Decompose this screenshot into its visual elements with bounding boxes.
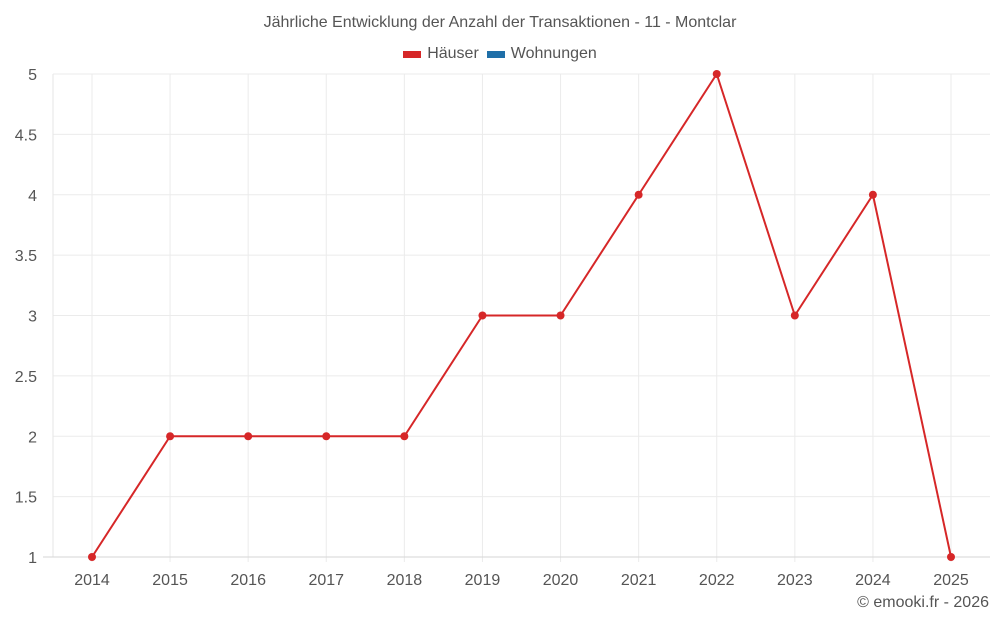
y-tick-label: 1.5: [15, 490, 37, 507]
data-point[interactable]: [166, 432, 175, 441]
x-tick-label: 2024: [855, 572, 891, 589]
x-tick-label: 2021: [621, 572, 657, 589]
legend-swatch-wohnungen: [486, 50, 505, 58]
y-tick-label: 2.5: [15, 369, 37, 386]
x-axis-ticks: 2014 2015 2016 2017 2018 2019 2020 2021 2022 2023…: [74, 572, 969, 589]
x-tick-label: 2022: [699, 572, 735, 589]
data-point[interactable]: [634, 190, 643, 199]
legend-label-haeuser: Häuser: [427, 45, 479, 62]
grid-lines: [53, 73, 990, 562]
credit-text: © emooki.fr - 2026: [857, 594, 989, 611]
axes: [43, 74, 990, 558]
y-tick-label: 3: [28, 309, 37, 326]
data-point[interactable]: [947, 553, 955, 561]
legend-item-haeuser[interactable]: Häuser: [403, 45, 479, 63]
y-axis-ticks: 1 1.5 2 2.5 3 3.5 4 4.5 5: [15, 67, 37, 567]
x-tick-label: 2025: [933, 572, 969, 589]
data-point[interactable]: [868, 190, 877, 199]
data-point[interactable]: [322, 432, 331, 441]
y-tick-label: 3.5: [15, 248, 37, 265]
data-point[interactable]: [244, 432, 253, 441]
x-tick-label: 2015: [152, 572, 188, 589]
legend-item-wohnungen[interactable]: Wohnungen: [486, 45, 597, 63]
data-point[interactable]: [88, 553, 96, 561]
x-tick-label: 2023: [777, 572, 813, 589]
legend-swatch-haeuser: [403, 50, 422, 58]
y-tick-label: 2: [28, 429, 37, 446]
x-tick-label: 2018: [387, 572, 423, 589]
legend: Häuser Wohnungen: [0, 45, 1000, 63]
x-tick-label: 2014: [74, 572, 110, 589]
x-tick-label: 2020: [543, 572, 579, 589]
data-point[interactable]: [400, 432, 409, 441]
y-tick-label: 4.5: [15, 127, 37, 144]
legend-label-wohnungen: Wohnungen: [510, 45, 597, 62]
data-point[interactable]: [556, 311, 565, 320]
data-point[interactable]: [712, 70, 721, 78]
data-point[interactable]: [790, 311, 799, 320]
x-tick-label: 2017: [308, 572, 344, 589]
x-tick-label: 2016: [230, 572, 266, 589]
chart-title: Jährliche Entwicklung der Anzahl der Tra…: [263, 14, 737, 31]
y-tick-label: 1: [28, 550, 37, 567]
y-tick-label: 5: [28, 67, 37, 84]
x-tick-label: 2019: [465, 572, 501, 589]
y-tick-label: 4: [28, 188, 37, 205]
series-haeuser: [88, 70, 955, 561]
series-line: [91, 73, 952, 558]
data-point[interactable]: [478, 311, 487, 320]
